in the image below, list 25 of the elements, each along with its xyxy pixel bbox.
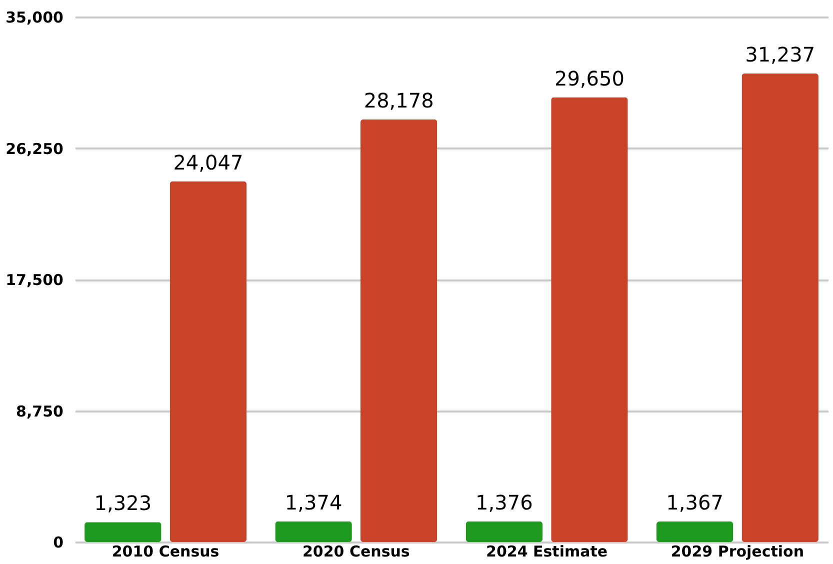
- data-label: 24,047: [173, 150, 244, 174]
- bar: [551, 97, 628, 542]
- y-tick-label: 35,000: [6, 8, 64, 26]
- data-label: 29,650: [554, 66, 624, 90]
- bar: [656, 521, 734, 542]
- y-tick-label: 26,250: [6, 140, 64, 158]
- bar: [275, 521, 352, 542]
- x-tick-label: 2020 Census: [302, 542, 410, 560]
- data-label: 1,374: [284, 490, 342, 514]
- bar: [170, 181, 247, 542]
- data-label: 1,367: [666, 490, 724, 514]
- bar: [466, 521, 543, 542]
- bar: [742, 73, 818, 542]
- data-label: 28,178: [364, 88, 434, 112]
- y-tick-label: 0: [53, 534, 64, 552]
- x-tick-label: 2010 Census: [112, 542, 220, 560]
- bar: [360, 119, 438, 542]
- x-tick-label: 2029 Projection: [670, 542, 804, 560]
- x-tick-label: 2024 Estimate: [486, 542, 608, 560]
- bar: [84, 522, 162, 542]
- data-label: 1,376: [476, 490, 533, 514]
- data-label: 1,323: [94, 491, 152, 516]
- y-tick-label: 17,500: [6, 271, 64, 289]
- data-label: 31,237: [745, 42, 816, 66]
- y-tick-label: 8,750: [16, 402, 64, 420]
